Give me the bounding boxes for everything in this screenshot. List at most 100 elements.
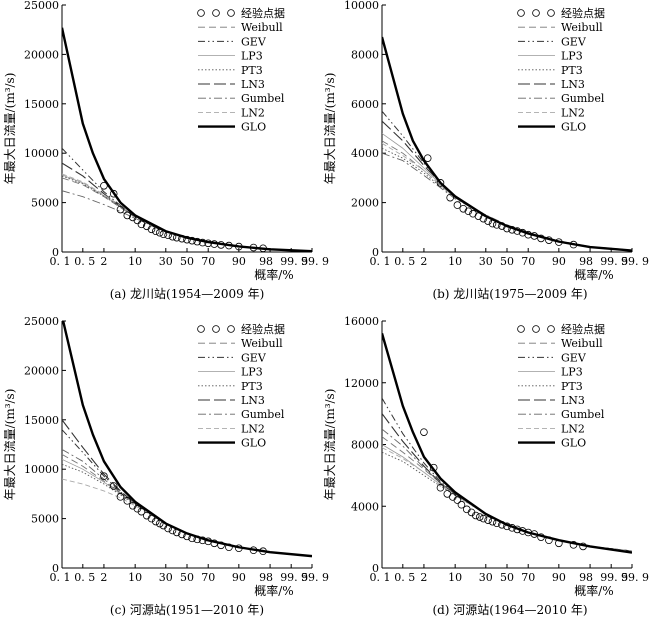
legend-label: LN2 <box>241 106 265 119</box>
legend-marker-empirical <box>212 325 220 333</box>
legend-label: LN2 <box>561 422 585 435</box>
series-line-glo <box>382 333 632 554</box>
empirical-point <box>188 236 196 245</box>
y-tick-label: 15000 <box>24 414 59 427</box>
empirical-point <box>133 216 142 225</box>
empirical-point <box>164 524 172 533</box>
y-tick-label: 25000 <box>24 0 59 12</box>
empirical-point <box>446 193 454 202</box>
series-line-glo <box>62 321 312 558</box>
legend-label: LN3 <box>241 394 265 407</box>
empirical-point <box>225 543 233 552</box>
legend-label: LP3 <box>241 366 263 379</box>
empirical-point <box>420 428 428 436</box>
series-line-glo <box>62 27 312 252</box>
chart-panel-2: 0 2000 4000 6000 8000 10000 0. 1 0. 5 2 10 30 50 70 9… <box>323 0 649 301</box>
x-tick-label: 0. 5 <box>74 571 95 584</box>
legend-label: GLO <box>561 437 586 450</box>
x-tick-label: 99. 5 <box>280 255 308 268</box>
chart-panel-3: 0 5000 10000 15000 20000 25000 0. 1 0. 5 2 10 30 50… <box>3 315 329 617</box>
x-axis-label: 概率/% <box>254 583 293 598</box>
legend-label: GLO <box>241 437 266 450</box>
empirical-point <box>545 536 553 545</box>
legend-marker-empirical <box>532 9 540 17</box>
empirical-point <box>453 496 462 504</box>
legend-marker-empirical <box>547 9 555 17</box>
empirical-point <box>429 463 438 472</box>
empirical-point <box>172 233 181 242</box>
x-tick-label: 50 <box>180 571 194 584</box>
x-tick-label: 10 <box>448 255 462 268</box>
x-tick-label: 98 <box>259 571 273 584</box>
legend-marker-empirical <box>517 9 525 17</box>
empirical-point <box>479 514 488 523</box>
empirical-point <box>137 507 146 516</box>
y-axis-label: 年最大日流量/(m³/s) <box>323 389 337 501</box>
legend-label: PT3 <box>561 64 583 77</box>
empirical-point <box>464 207 473 216</box>
empirical-point <box>484 516 492 524</box>
empirical-point <box>193 237 202 246</box>
x-tick-label: 90 <box>552 255 566 268</box>
x-tick-label: 30 <box>479 255 493 268</box>
empirical-point <box>492 221 501 229</box>
legend-label: 经验点据 <box>241 6 285 20</box>
empirical-point <box>518 228 527 237</box>
y-tick-label: 10000 <box>24 147 59 160</box>
legend-label: GEV <box>561 35 587 48</box>
legend-marker-empirical <box>547 325 555 333</box>
x-tick-label: 50 <box>500 571 514 584</box>
empirical-point <box>109 482 118 490</box>
empirical-point <box>508 225 516 234</box>
empirical-point <box>204 239 213 248</box>
legend-label: Weibull <box>561 337 603 350</box>
empirical-point <box>123 497 132 505</box>
empirical-point <box>459 204 468 213</box>
y-tick-label: 5000 <box>31 197 59 210</box>
empirical-point <box>484 217 492 225</box>
legend-label: Gumbel <box>561 92 605 105</box>
empirical-point <box>123 211 132 220</box>
x-tick-label: 30 <box>159 255 173 268</box>
y-tick-label: 16000 <box>344 315 379 328</box>
empirical-point <box>168 526 177 535</box>
chart-panel-4: 0 4000 8000 12000 16000 0. 1 0. 5 2 10 30 50 70 90 98… <box>323 315 649 617</box>
legend-label: Gumbel <box>241 408 285 421</box>
legend-label: 经验点据 <box>561 6 605 20</box>
empirical-point <box>569 240 578 249</box>
empirical-point <box>183 532 191 541</box>
empirical-point <box>249 546 258 555</box>
legend-label: Weibull <box>561 21 603 34</box>
empirical-point <box>474 212 483 220</box>
empirical-point <box>249 243 258 252</box>
x-tick-label: 70 <box>201 571 215 584</box>
legend-label: 经验点据 <box>561 322 605 336</box>
legend-marker-empirical <box>517 325 525 333</box>
plot-area <box>382 36 632 252</box>
legend-label: Gumbel <box>561 408 605 421</box>
empirical-point <box>178 234 186 243</box>
plot-area <box>382 333 632 554</box>
series-line-ln2 <box>382 142 632 251</box>
x-tick-label: 50 <box>500 255 514 268</box>
y-tick-label: 8000 <box>351 48 379 61</box>
x-tick-label: 90 <box>232 571 246 584</box>
legend-label: LP3 <box>241 50 263 63</box>
x-tick-label: 90 <box>552 571 566 584</box>
legend-marker-empirical <box>532 325 540 333</box>
x-tick-label: 70 <box>521 571 535 584</box>
empirical-point <box>155 519 164 528</box>
empirical-point <box>259 547 267 555</box>
y-tick-label: 20000 <box>24 48 59 61</box>
empirical-point <box>537 234 545 243</box>
panel-caption: (b) 龙川站(1975—2009 年) <box>432 287 587 301</box>
x-tick-label: 90 <box>232 255 246 268</box>
empirical-point <box>193 535 202 544</box>
empirical-point <box>235 544 243 553</box>
y-axis-label: 年最大日流量/(m³/s) <box>3 73 17 185</box>
x-tick-label: 0. 1 <box>370 571 391 584</box>
empirical-point <box>147 225 156 234</box>
empirical-point <box>555 539 563 548</box>
